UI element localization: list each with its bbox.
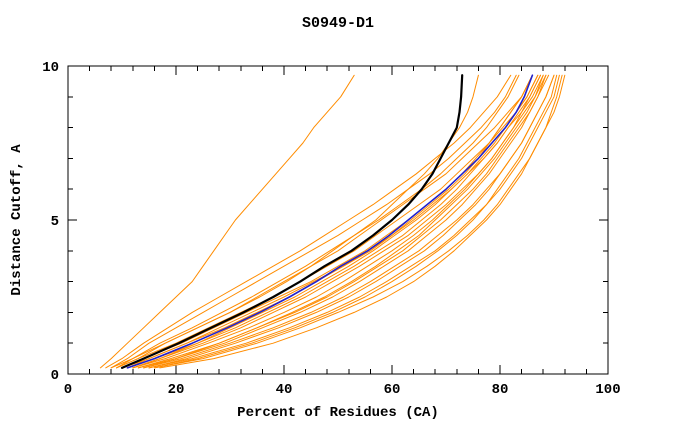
series-orange-model-17 [105, 74, 512, 369]
x-tick-label: 0 [64, 382, 72, 398]
series-orange-model-13 [159, 74, 563, 369]
series-orange-model-14 [132, 74, 541, 369]
x-tick-label: 40 [276, 382, 293, 398]
x-tick-label: 80 [492, 382, 509, 398]
series-orange-model-02 [116, 74, 539, 369]
chart-title: S0949-D1 [302, 15, 374, 32]
series-blue-curve [126, 74, 534, 369]
y-axis-label: Distance Cutoff, A [9, 144, 25, 296]
series-orange-model-04 [132, 74, 547, 369]
x-tick-label: 60 [384, 382, 401, 398]
series-black-curve [120, 74, 464, 369]
series-orange-model-11 [116, 74, 520, 369]
series-orange-model-18 [143, 74, 544, 369]
series-orange-model-12 [110, 74, 517, 369]
series-orange-model-16 [148, 74, 555, 369]
series-orange-model-19 [153, 74, 558, 369]
x-axis-label: Percent of Residues (CA) [237, 405, 439, 421]
series-orange-model-03 [121, 74, 544, 369]
y-tick-label: 5 [51, 214, 59, 230]
y-tick-label: 10 [42, 60, 59, 76]
series-orange-model-10 [126, 74, 541, 369]
series-orange-model-21 [132, 74, 539, 369]
x-tick-label: 20 [168, 382, 185, 398]
series-orange-model-20 [126, 74, 533, 369]
series-orange-model-22 [116, 74, 479, 369]
x-tick-label: 100 [595, 382, 620, 398]
y-tick-label: 0 [51, 368, 59, 384]
series-orange-model-outlier [99, 74, 355, 369]
series-orange-model-07 [148, 74, 560, 369]
series-orange-model-15 [137, 74, 547, 369]
